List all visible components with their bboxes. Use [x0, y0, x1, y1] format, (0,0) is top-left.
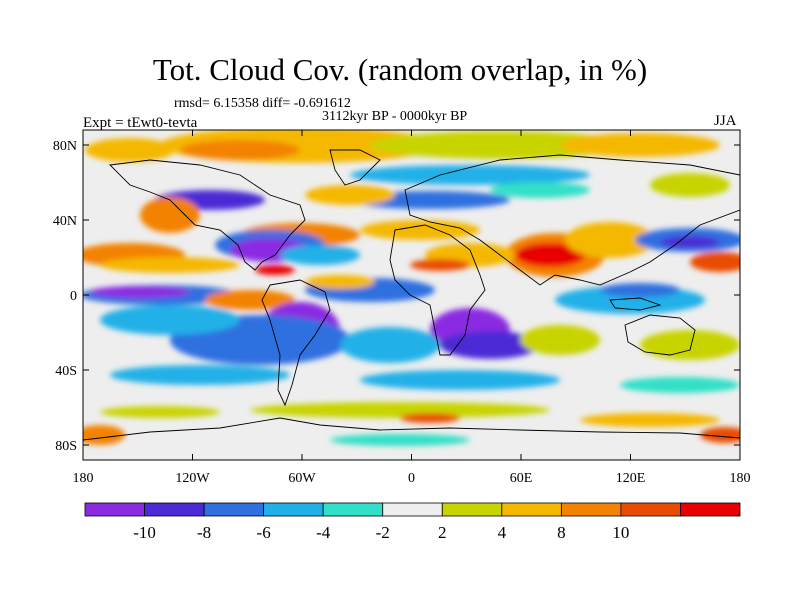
lon-tick-label: 60E	[510, 471, 533, 486]
colorbar-swatch	[263, 502, 324, 517]
period-text: 3112kyr BP - 0000kyr BP	[322, 109, 468, 124]
colorbar-swatch	[501, 502, 562, 517]
colorbar-label: 4	[498, 523, 507, 542]
lat-tick-label: 0	[70, 289, 77, 304]
season-label: JJA	[714, 113, 737, 129]
colorbar-swatch	[441, 502, 503, 517]
colorbar-label: -4	[316, 523, 331, 542]
continent-outlines	[83, 149, 740, 441]
colorbar-swatch	[84, 502, 145, 517]
lon-tick-label: 180	[73, 471, 94, 486]
lon-tick-label: 0	[408, 471, 415, 486]
colorbar-swatch	[620, 502, 681, 517]
experiment-label: Expt = tEwt0-tevta	[83, 115, 198, 131]
colorbar-swatch	[382, 502, 443, 517]
colorbar-swatch	[203, 502, 265, 517]
map-title: Tot. Cloud Cov. (random overlap, in %)	[152, 52, 648, 87]
colorbar-label: -2	[376, 523, 390, 542]
colorbar-label: -6	[257, 523, 271, 542]
lon-tick-label: 180	[730, 471, 751, 486]
colorbar: -10 -8 -6 -4 -2 2 4 8 10	[84, 502, 741, 542]
lat-tick-label: 80N	[53, 139, 77, 154]
lat-tick-label: 40N	[53, 214, 77, 229]
colorbar-swatch	[560, 502, 622, 517]
stats-text: rmsd= 6.15358 diff= -0.691612	[174, 96, 351, 111]
latitude-axis: 80N 40N 0 40S 80S	[53, 139, 740, 454]
lon-tick-label: 60W	[288, 471, 316, 486]
lon-tick-label: 120E	[616, 471, 646, 486]
colorbar-label: 10	[612, 523, 629, 542]
colorbar-swatch	[322, 502, 384, 517]
colorbar-label: -10	[133, 523, 156, 542]
colorbar-label: 8	[557, 523, 566, 542]
colorbar-label: 2	[438, 523, 447, 542]
lon-tick-label: 120W	[175, 471, 210, 486]
colorbar-label: -8	[197, 523, 211, 542]
lat-tick-label: 40S	[55, 364, 77, 379]
colorbar-swatch	[144, 502, 205, 517]
longitude-axis: 180 120W 60W 0 60E 120E 180	[73, 130, 751, 486]
colorbar-swatch	[680, 502, 741, 517]
lat-tick-label: 80S	[55, 439, 77, 454]
cloud-cover-anomaly-field	[83, 130, 740, 446]
